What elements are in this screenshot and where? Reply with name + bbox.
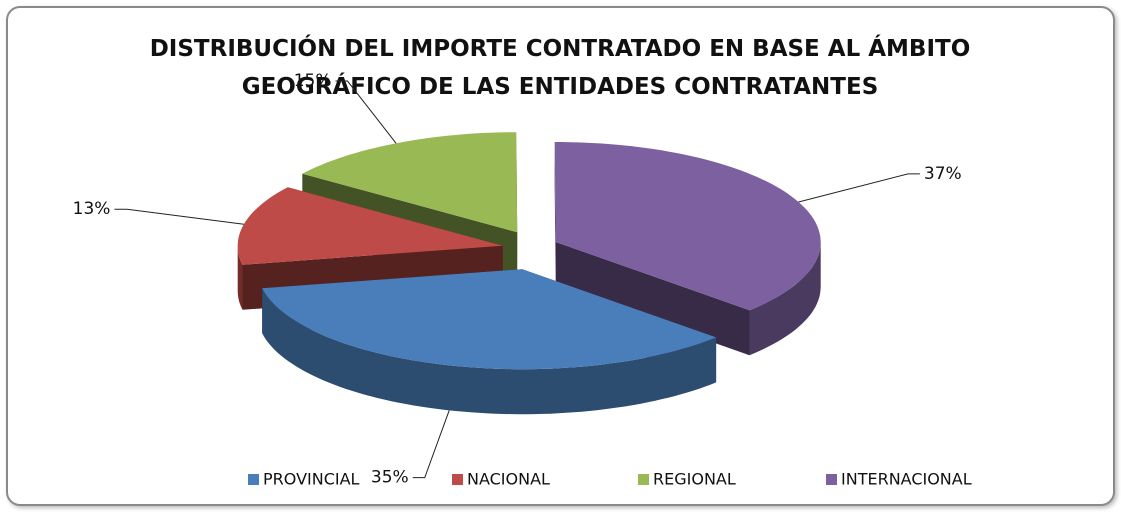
data-label: 13%	[73, 199, 111, 219]
pie-slice	[554, 142, 821, 356]
legend-swatch	[452, 474, 463, 485]
pie-slice	[262, 269, 717, 415]
data-label: 35%	[371, 468, 409, 488]
leader-line	[114, 208, 244, 225]
legend-label: INTERNACIONAL	[841, 470, 972, 489]
legend-label: PROVINCIAL	[263, 470, 360, 489]
slice-top	[302, 132, 518, 233]
slice-top	[262, 269, 717, 370]
slice-wall	[262, 288, 717, 415]
legend-swatch	[248, 474, 259, 485]
slice-wall	[237, 245, 243, 310]
legend-label: NACIONAL	[467, 470, 550, 489]
leader-line	[798, 173, 920, 203]
data-label: 37%	[924, 164, 962, 184]
leader-line	[412, 410, 450, 479]
slice-wall	[749, 242, 821, 356]
slice-side	[554, 142, 556, 287]
legend-swatch	[638, 474, 649, 485]
chart-title: DISTRIBUCIÓN DEL IMPORTE CONTRATADO EN B…	[149, 36, 971, 100]
legend-label: REGIONAL	[653, 470, 736, 489]
data-label: 15%	[294, 71, 332, 91]
legend-swatch	[826, 474, 837, 485]
leader-line	[335, 80, 397, 144]
slice-top	[554, 142, 821, 311]
slice-side	[555, 242, 750, 356]
slice-top	[237, 187, 503, 265]
